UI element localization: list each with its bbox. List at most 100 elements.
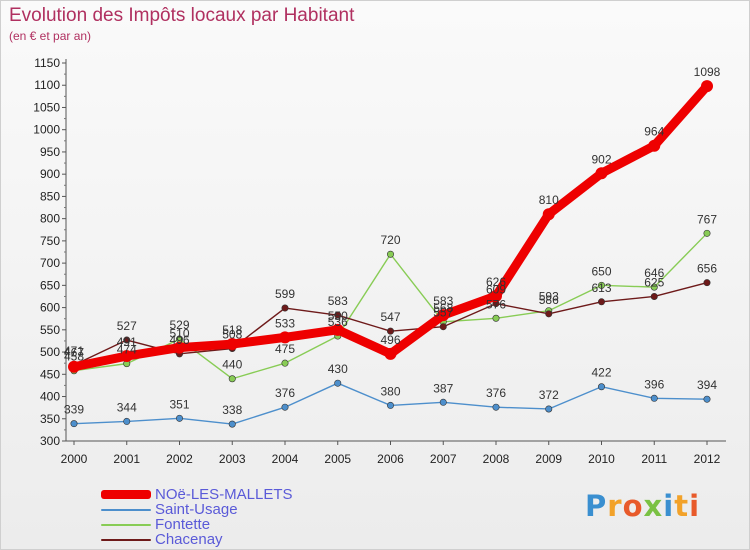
- data-label: 508: [222, 328, 242, 342]
- data-label: 467: [64, 346, 84, 360]
- data-label: 533: [275, 316, 295, 330]
- chart-subtitle: (en € et par an): [9, 29, 92, 43]
- data-label: 626: [486, 275, 506, 289]
- data-point: [68, 360, 80, 373]
- data-label: 376: [275, 386, 295, 400]
- y-tick-label: 850: [40, 189, 60, 203]
- data-label: 557: [433, 306, 453, 320]
- data-point: [650, 394, 658, 402]
- data-label: 496: [380, 333, 400, 347]
- x-tick-label: 2005: [324, 452, 351, 466]
- data-label: 529: [169, 318, 189, 332]
- data-point: [228, 375, 236, 383]
- series-lines: [68, 80, 713, 428]
- data-label: 344: [117, 400, 137, 414]
- data-point: [437, 309, 450, 322]
- data-label: 440: [222, 358, 242, 372]
- data-point: [173, 341, 186, 354]
- legend-item: NOë-LES-MALLETS: [101, 487, 293, 502]
- brand-letter: i: [663, 489, 675, 523]
- data-point: [545, 310, 553, 318]
- data-label: 613: [591, 281, 611, 295]
- data-label: 550: [328, 309, 348, 323]
- y-tick-label: 550: [40, 323, 60, 337]
- data-label: 376: [486, 386, 506, 400]
- data-point: [701, 80, 713, 93]
- data-label: 394: [697, 378, 717, 392]
- legend-swatch: [101, 538, 151, 541]
- data-point: [123, 336, 131, 344]
- data-label: 1098: [694, 65, 721, 79]
- data-point: [279, 331, 291, 344]
- x-tick-label: 2000: [61, 452, 88, 466]
- x-tick-label: 2007: [430, 452, 457, 466]
- data-point: [492, 403, 500, 411]
- data-point: [542, 208, 555, 221]
- legend: NOë-LES-MALLETS Saint-Usage Fontette Chacen…: [101, 487, 293, 547]
- data-point: [70, 420, 78, 428]
- x-tick-label: 2001: [113, 452, 140, 466]
- data-point: [439, 323, 447, 331]
- y-tick-label: 650: [40, 278, 60, 292]
- legend-item: Fontette: [101, 517, 293, 532]
- data-point: [386, 250, 394, 258]
- x-tick-label: 2008: [483, 452, 510, 466]
- x-tick-label: 2004: [272, 452, 299, 466]
- data-label: 471: [64, 344, 84, 358]
- data-label: 810: [539, 193, 559, 207]
- data-label: 527: [117, 319, 137, 333]
- data-point: [331, 323, 344, 336]
- data-label: 720: [380, 233, 400, 247]
- legend-label: Saint-Usage: [155, 501, 238, 518]
- data-label: 458: [64, 350, 84, 364]
- data-label: 656: [697, 262, 717, 276]
- legend-label: Chacenay: [155, 531, 223, 548]
- data-label: 583: [433, 294, 453, 308]
- data-label: 474: [117, 343, 137, 357]
- data-label: 491: [117, 335, 137, 349]
- brand-letter: t: [674, 489, 690, 523]
- data-point: [386, 401, 394, 409]
- data-label: 536: [328, 315, 348, 329]
- y-tick-label: 800: [40, 212, 60, 226]
- data-point: [384, 347, 397, 360]
- data-label: 338: [222, 403, 242, 417]
- data-label: 387: [433, 381, 453, 395]
- data-point: [597, 281, 605, 289]
- data-point: [648, 139, 661, 152]
- x-tick-label: 2012: [694, 452, 721, 466]
- data-point: [281, 359, 289, 367]
- data-label: 767: [697, 212, 717, 226]
- data-label: 380: [380, 384, 400, 398]
- y-tick-label: 1050: [33, 100, 60, 114]
- data-label: 650: [591, 264, 611, 278]
- data-point: [597, 383, 605, 391]
- data-point: [597, 298, 605, 306]
- x-tick-label: 2009: [535, 452, 562, 466]
- data-label: 583: [328, 294, 348, 308]
- brand-letter: x: [643, 489, 664, 523]
- brand-letter: o: [622, 489, 644, 523]
- y-tick-label: 1000: [33, 123, 60, 137]
- data-point: [490, 290, 502, 303]
- data-point: [703, 395, 711, 403]
- brand-letter: i: [689, 489, 701, 523]
- data-point: [595, 167, 608, 180]
- y-tick-label: 1100: [34, 78, 60, 92]
- legend-item: Saint-Usage: [101, 502, 293, 517]
- data-label: 430: [328, 362, 348, 376]
- data-label: 593: [539, 290, 559, 304]
- data-point: [545, 405, 553, 413]
- y-tick-label: 300: [40, 434, 60, 448]
- data-point: [228, 420, 236, 428]
- data-label: 964: [644, 125, 664, 139]
- y-tick-label: 950: [40, 145, 60, 159]
- data-point: [226, 338, 239, 351]
- data-point: [703, 229, 711, 237]
- data-point: [650, 292, 658, 300]
- data-point: [334, 379, 342, 387]
- data-label: 609: [486, 283, 506, 297]
- legend-label: NOë-LES-MALLETS: [155, 486, 293, 503]
